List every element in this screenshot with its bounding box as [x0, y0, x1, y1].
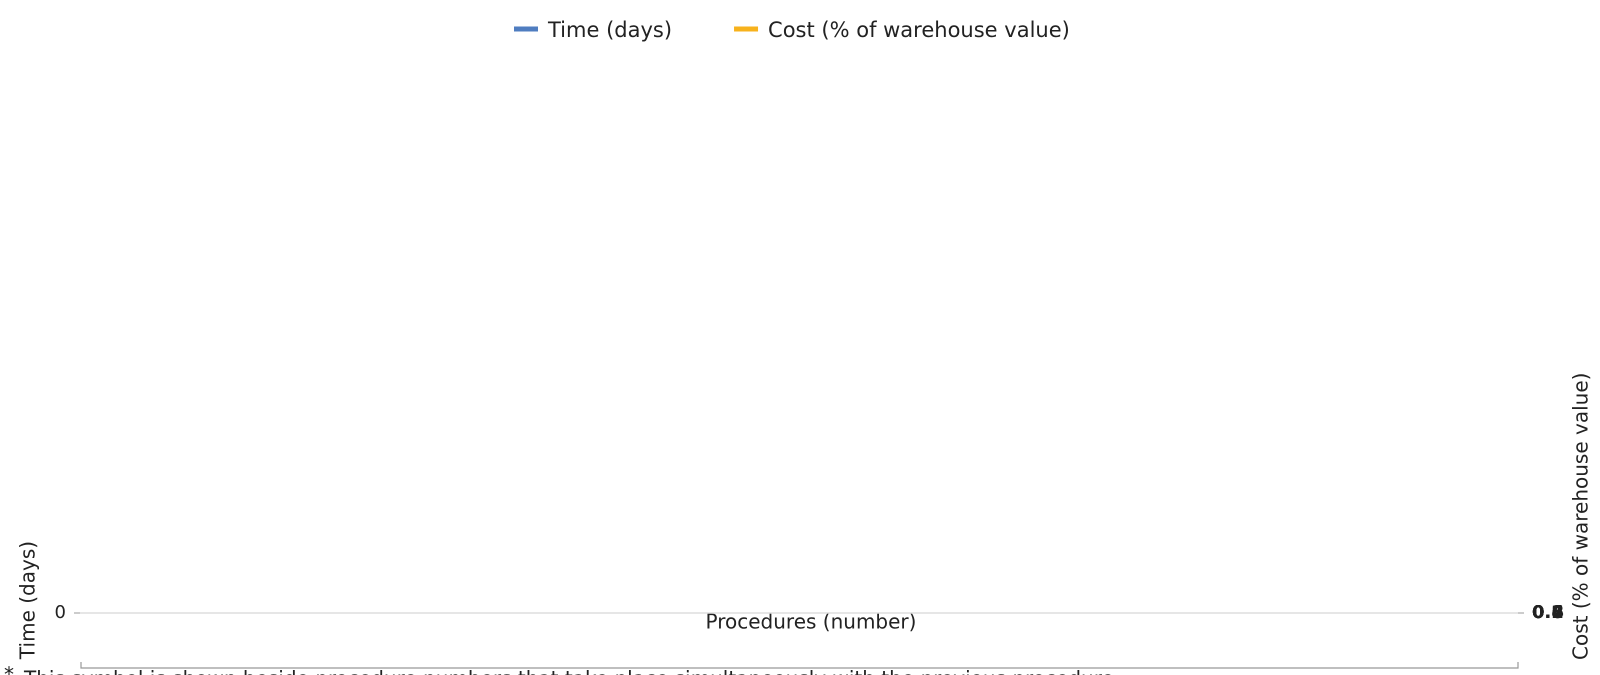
y2-axis-label: Cost (% of warehouse value): [1569, 373, 1593, 660]
y-tick-label: 0: [55, 602, 66, 623]
y2-tick-label: 0.8: [1532, 602, 1564, 623]
x-axis-bracket: [80, 662, 1519, 669]
y2-tick-label: 0: [1532, 602, 1545, 623]
note: This symbol is shown beside procedure nu…: [23, 667, 1120, 675]
note-symbol: *: [4, 663, 14, 675]
y-axis-label: Time (days): [16, 541, 40, 660]
y2-tick-label: 0.6: [1532, 602, 1564, 623]
legend-label: Time (days): [547, 18, 672, 42]
y2-tick-label: 0.4: [1532, 602, 1564, 623]
legend-label: Cost (% of warehouse value): [768, 18, 1070, 42]
y2-tick-label: 0.2: [1532, 602, 1564, 623]
